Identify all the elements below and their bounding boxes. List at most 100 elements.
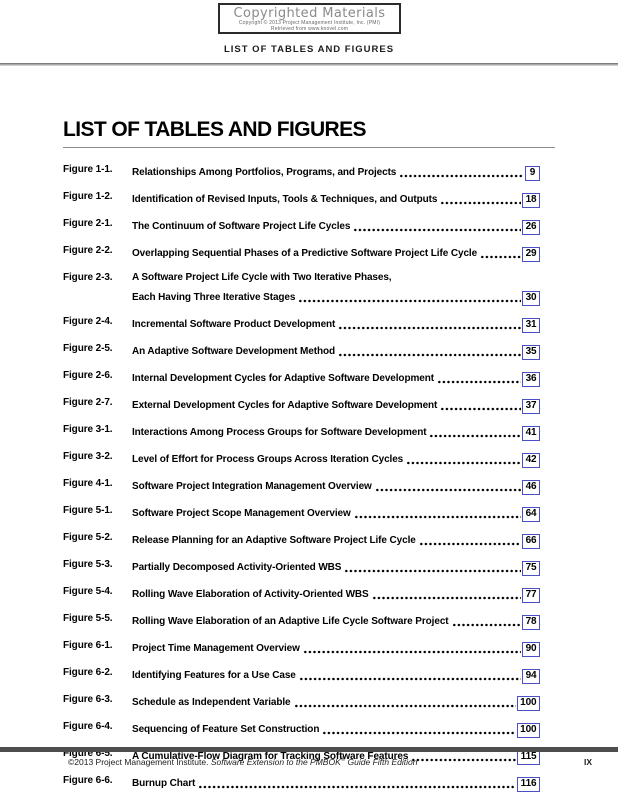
page-number-link[interactable]: 78 — [522, 615, 540, 630]
figure-title: Sequencing of Feature Set Construction — [132, 724, 320, 735]
page-number-link[interactable]: 29 — [522, 247, 540, 262]
figure-title: Identifying Features for a Use Case — [132, 670, 296, 681]
dot-leader — [338, 326, 522, 330]
page-number-link[interactable]: 90 — [522, 642, 540, 657]
page-number-link[interactable]: 100 — [516, 723, 540, 738]
figure-entry-body: Release Planning for an Adaptive Softwar… — [132, 532, 540, 549]
figure-title: A Cumulative-Flow Diagram for Tracking S… — [132, 751, 409, 762]
toc-entry: Figure 5-4. Rolling Wave Elaboration of … — [63, 586, 540, 603]
watermark-source-line: Retrieved from www.knovel.com — [270, 25, 349, 32]
figure-entry-body: Project Time Management Overview 90 — [132, 640, 540, 657]
page-number-link[interactable]: 36 — [522, 372, 540, 387]
dot-leader — [411, 758, 517, 762]
page-number-link[interactable]: 31 — [522, 318, 540, 333]
figure-entry-line: Project Time Management Overview 90 — [132, 640, 540, 657]
figure-entry-body: Sequencing of Feature Set Construction 1… — [132, 721, 540, 738]
figure-entry-line: An Adaptive Software Development Method … — [132, 343, 540, 360]
figure-entry-line: Identifying Features for a Use Case 94 — [132, 667, 540, 684]
figure-entry-body: An Adaptive Software Development Method … — [132, 343, 540, 360]
toc-entry: Figure 5-2. Release Planning for an Adap… — [63, 532, 540, 549]
page-number-link[interactable]: 66 — [522, 534, 540, 549]
figure-entry-body: Rolling Wave Elaboration of Activity-Ori… — [132, 586, 540, 603]
figure-label: Figure 5-2. — [63, 532, 113, 543]
figure-label: Figure 2-2. — [63, 245, 113, 256]
figure-entry-body: Rolling Wave Elaboration of an Adaptive … — [132, 613, 540, 630]
figure-label: Figure 6-6. — [63, 775, 113, 786]
dot-leader — [302, 650, 522, 654]
dot-leader — [298, 677, 522, 681]
page-number-link[interactable]: 94 — [522, 669, 540, 684]
footer: ©2013 Project Management Institute. Soft… — [68, 757, 592, 767]
figure-entry-line: Software Project Scope Management Overvi… — [132, 505, 540, 522]
toc-entry: Figure 6-1. Project Time Management Over… — [63, 640, 540, 657]
page-number-link[interactable]: 41 — [522, 426, 540, 441]
dot-leader — [429, 434, 522, 438]
figure-label: Figure 2-6. — [63, 370, 113, 381]
page-number-link[interactable]: 35 — [522, 345, 540, 360]
figure-title: External Development Cycles for Adaptive… — [132, 400, 438, 411]
toc-entry: Figure 2-6. Internal Development Cycles … — [63, 370, 540, 387]
toc-entry: Figure 2-3. A Software Project Life Cycl… — [63, 272, 540, 306]
figure-label: Figure 2-4. — [63, 316, 113, 327]
page-number-link[interactable]: 26 — [522, 220, 540, 235]
figure-label: Figure 2-5. — [63, 343, 113, 354]
figure-entry-body: Software Project Scope Management Overvi… — [132, 505, 540, 522]
toc-entry: Figure 2-5. An Adaptive Software Develop… — [63, 343, 540, 360]
page-number-link[interactable]: 30 — [522, 291, 540, 306]
page-number-link[interactable]: 37 — [522, 399, 540, 414]
figure-entry-body: Level of Effort for Process Groups Acros… — [132, 451, 540, 468]
figure-title: Overlapping Sequential Phases of a Predi… — [132, 248, 478, 259]
figure-entry-line: Interactions Among Process Groups for So… — [132, 424, 540, 441]
footer-copyright-italic-2: Guide Fifth Edition — [345, 757, 418, 767]
figure-entry-line: Level of Effort for Process Groups Acros… — [132, 451, 540, 468]
page-number-link[interactable]: 42 — [522, 453, 540, 468]
figure-title: Rolling Wave Elaboration of an Adaptive … — [132, 616, 449, 627]
figure-entry-line: Relationships Among Portfolios, Programs… — [132, 164, 540, 181]
dot-leader — [371, 596, 522, 600]
dot-leader — [337, 353, 522, 357]
page-number-link[interactable]: 75 — [522, 561, 540, 576]
dot-leader — [440, 407, 522, 411]
page-number-link[interactable]: 64 — [522, 507, 540, 522]
watermark-copyright-line: Copyright © 2013 Project Management Inst… — [238, 20, 381, 26]
dot-leader — [198, 785, 517, 789]
figure-label: Figure 5-4. — [63, 586, 113, 597]
page-number-link[interactable]: 9 — [525, 166, 540, 181]
page-number-link[interactable]: 116 — [517, 777, 540, 792]
figure-entry-body: Identification of Revised Inputs, Tools … — [132, 191, 540, 208]
figure-label: Figure 5-5. — [63, 613, 113, 624]
figure-title: An Adaptive Software Development Method — [132, 346, 335, 357]
figure-entry-body: The Continuum of Software Project Life C… — [132, 218, 540, 235]
figure-entry-line: Rolling Wave Elaboration of an Adaptive … — [132, 613, 540, 630]
figure-title: Project Time Management Overview — [132, 643, 300, 654]
watermark-title: Copyrighted Materials — [233, 6, 386, 21]
figure-entry-line: Burnup Chart 116 — [132, 775, 540, 792]
figure-title: Each Having Three Iterative Stages — [132, 292, 296, 303]
registered-trademark-symbol: ® — [340, 757, 346, 764]
figure-entry-line: Overlapping Sequential Phases of a Predi… — [132, 245, 540, 262]
dot-leader — [418, 542, 522, 546]
figure-entry-body: Partially Decomposed Activity-Oriented W… — [132, 559, 540, 576]
figure-title: Burnup Chart — [132, 778, 196, 789]
dot-leader — [399, 174, 524, 178]
toc-entry: Figure 1-1. Relationships Among Portfoli… — [63, 164, 540, 181]
footer-copyright-italic: Software Extension to the PMBOK — [210, 757, 341, 767]
toc-entry: Figure 6-4. Sequencing of Feature Set Co… — [63, 721, 540, 738]
page-number-link[interactable]: 46 — [522, 480, 540, 495]
page-number-link[interactable]: 100 — [516, 696, 540, 711]
figure-entry-line: Rolling Wave Elaboration of Activity-Ori… — [132, 586, 540, 603]
footer-copyright: ©2013 Project Management Institute. Soft… — [68, 757, 417, 767]
figure-entry-line: Internal Development Cycles for Adaptive… — [132, 370, 540, 387]
toc-entry: Figure 2-4. Incremental Software Product… — [63, 316, 540, 333]
page-number-link[interactable]: 18 — [522, 193, 540, 208]
figure-entry-body: Schedule as Independent Variable 100 — [132, 694, 540, 711]
figure-label: Figure 6-5. — [63, 748, 113, 759]
toc-entry: Figure 5-1. Software Project Scope Manag… — [63, 505, 540, 522]
figure-title: Schedule as Independent Variable — [132, 697, 291, 708]
page-number-link[interactable]: 77 — [522, 588, 540, 603]
dot-leader — [344, 569, 522, 573]
figure-entry-line: Schedule as Independent Variable 100 — [132, 694, 540, 711]
figure-list: Figure 1-1. Relationships Among Portfoli… — [63, 164, 540, 792]
toc-entry: Figure 2-7. External Development Cycles … — [63, 397, 540, 414]
